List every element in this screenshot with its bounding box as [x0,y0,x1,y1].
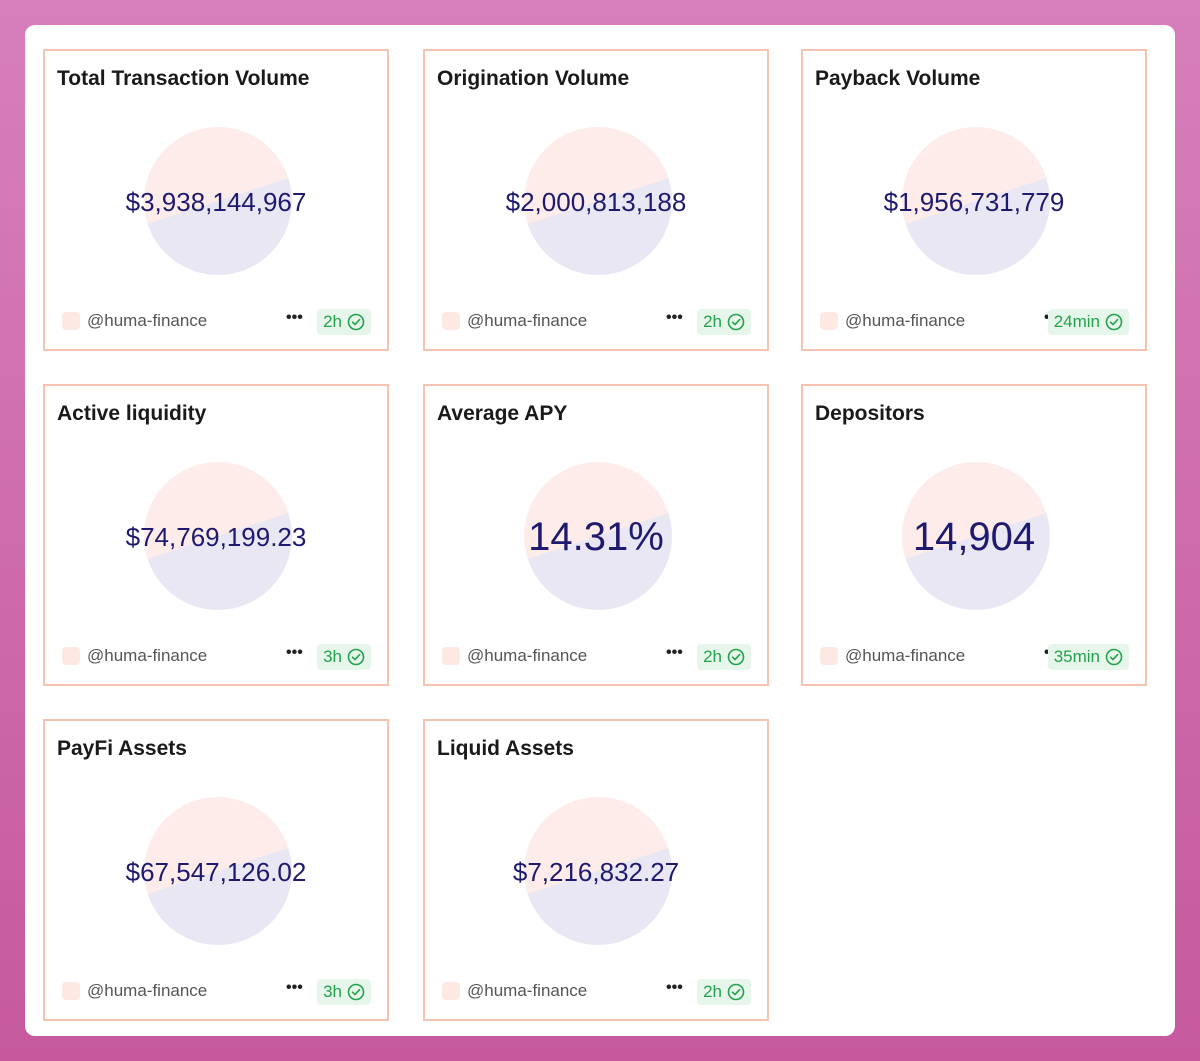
counter-card-payfi-assets[interactable]: PayFi Assets $67,547,126.02 @huma-financ… [43,719,389,1021]
counter-value: 14,904 [912,515,1036,559]
counter-disc [524,127,672,275]
owner-link[interactable]: @huma-finance [442,981,587,1001]
owner-link[interactable]: @huma-finance [62,981,207,1001]
owner-avatar [62,647,80,665]
counter-disc [524,797,672,945]
counter-disc [144,797,292,945]
more-icon[interactable]: ••• [286,644,303,661]
card-title: Depositors [815,402,925,425]
counter-disc [902,462,1050,610]
check-circle-icon [727,983,745,1001]
freshness-label: 2h [703,312,722,331]
counter-value: 14.31% [528,515,664,559]
freshness-badge: 3h [317,979,371,1005]
counter-disc [144,127,292,275]
owner-avatar [442,982,460,1000]
owner-avatar [62,982,80,1000]
owner-avatar [442,312,460,330]
owner-label: @huma-finance [845,646,966,665]
owner-link[interactable]: @huma-finance [62,646,207,666]
freshness-badge: 2h [697,979,751,1005]
owner-label: @huma-finance [467,981,588,1000]
more-icon[interactable]: ••• [666,309,683,326]
counter-value: $2,000,813,188 [505,187,687,217]
counter-disc [524,462,672,610]
owner-label: @huma-finance [467,311,588,330]
owner-avatar [820,647,838,665]
counter-disc [902,127,1050,275]
card-title: Average APY [437,402,568,425]
freshness-badge: 35min [1047,644,1129,670]
card-title: Payback Volume [815,67,981,90]
check-circle-icon [1105,648,1123,666]
owner-avatar [820,312,838,330]
counter-value: $1,956,731,779 [883,187,1065,217]
card-title: PayFi Assets [57,737,187,760]
more-icon[interactable]: ••• [286,309,303,326]
freshness-badge: 3h [317,644,371,670]
freshness-label: 2h [323,312,342,331]
owner-link[interactable]: @huma-finance [820,646,965,666]
owner-link[interactable]: @huma-finance [62,311,207,331]
more-icon[interactable]: ••• [666,979,683,996]
owner-avatar [442,647,460,665]
counter-card-liquid-assets[interactable]: Liquid Assets $7,216,832.27 @huma-financ… [423,719,769,1021]
check-circle-icon [727,313,745,331]
owner-link[interactable]: @huma-finance [442,646,587,666]
owner-label: @huma-finance [845,311,966,330]
counter-card-origination-volume[interactable]: Origination Volume $2,000,813,188 @huma-… [423,49,769,351]
counter-value: $7,216,832.27 [512,857,680,887]
counter-card-payback-volume[interactable]: Payback Volume $1,956,731,779 @huma-fina… [801,49,1147,351]
counter-card-average-apy[interactable]: Average APY 14.31% @huma-finance ••• 2h [423,384,769,686]
counter-card-active-liquidity[interactable]: Active liquidity $74,769,199.23 @huma-fi… [43,384,389,686]
freshness-label: 2h [703,647,722,666]
counter-disc [144,462,292,610]
owner-label: @huma-finance [87,311,208,330]
counter-value: $74,769,199.23 [125,522,307,552]
counter-card-total-transaction-volume[interactable]: Total Transaction Volume $3,938,144,967 … [43,49,389,351]
more-icon[interactable]: ••• [286,979,303,996]
dashboard-panel: Total Transaction Volume $3,938,144,967 … [25,25,1175,1036]
freshness-badge: 2h [697,309,751,335]
card-title: Origination Volume [437,67,630,90]
check-circle-icon [347,648,365,666]
owner-avatar [62,312,80,330]
owner-label: @huma-finance [467,646,588,665]
freshness-label: 2h [703,982,722,1001]
check-circle-icon [1105,313,1123,331]
counter-value: $3,938,144,967 [125,187,307,217]
owner-label: @huma-finance [87,646,208,665]
card-title: Total Transaction Volume [57,67,310,90]
freshness-label: 3h [323,982,342,1001]
card-title: Active liquidity [57,402,207,425]
freshness-badge: 24min [1047,309,1129,335]
check-circle-icon [347,983,365,1001]
freshness-badge: 2h [317,309,371,335]
freshness-label: 3h [323,647,342,666]
check-circle-icon [727,648,745,666]
owner-label: @huma-finance [87,981,208,1000]
owner-link[interactable]: @huma-finance [820,311,965,331]
freshness-label: 35min [1053,647,1100,666]
more-icon[interactable]: ••• [666,644,683,661]
owner-link[interactable]: @huma-finance [442,311,587,331]
freshness-badge: 2h [697,644,751,670]
check-circle-icon [347,313,365,331]
freshness-label: 24min [1053,312,1100,331]
counter-card-depositors[interactable]: Depositors 14,904 @huma-finance ••• 35mi… [801,384,1147,686]
card-title: Liquid Assets [437,737,574,760]
counter-value: $67,547,126.02 [125,857,307,887]
